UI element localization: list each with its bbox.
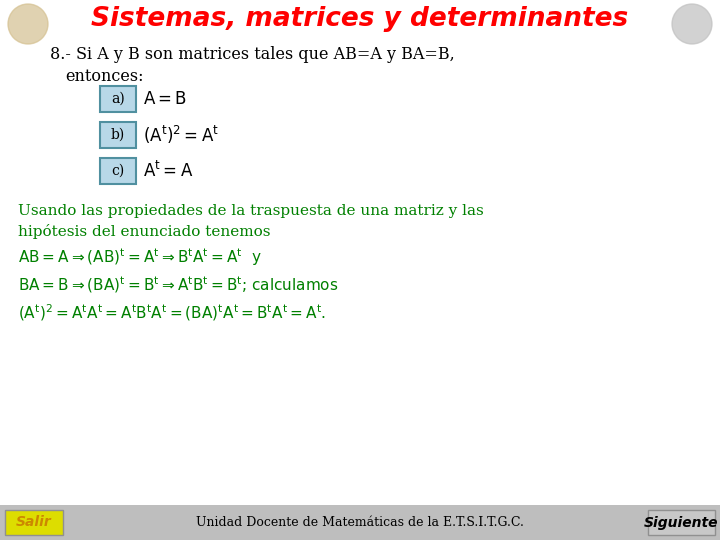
Circle shape xyxy=(8,4,48,44)
Bar xyxy=(100,122,136,148)
Bar xyxy=(100,86,136,112)
Text: b): b) xyxy=(111,128,125,142)
Text: entonces:: entonces: xyxy=(65,68,143,85)
Bar xyxy=(0,505,720,540)
Text: a): a) xyxy=(111,92,125,106)
Text: c): c) xyxy=(112,164,125,178)
Text: $\mathrm{(A^t)^2 = A^t}$: $\mathrm{(A^t)^2 = A^t}$ xyxy=(143,124,219,146)
Bar xyxy=(5,510,63,535)
Text: Usando las propiedades de la traspuesta de una matriz y las: Usando las propiedades de la traspuesta … xyxy=(18,204,484,218)
Text: 8.- Si A y B son matrices tales que AB=A y BA=B,: 8.- Si A y B son matrices tales que AB=A… xyxy=(50,46,455,63)
Text: $\mathrm{A^t = A}$: $\mathrm{A^t = A}$ xyxy=(143,161,193,181)
Text: Unidad Docente de Matemáticas de la E.T.S.I.T.G.C.: Unidad Docente de Matemáticas de la E.T.… xyxy=(196,516,524,529)
Text: $\mathrm{(A^t)^2 = A^t A^t = A^t B^t A^t = (BA)^t A^t = B^t A^t = A^t.}$: $\mathrm{(A^t)^2 = A^t A^t = A^t B^t A^t… xyxy=(18,302,326,323)
Bar xyxy=(100,158,136,184)
Bar xyxy=(0,0,720,40)
Text: $\mathrm{A=B}$: $\mathrm{A=B}$ xyxy=(143,90,187,108)
Text: hipótesis del enunciado tenemos: hipótesis del enunciado tenemos xyxy=(18,224,271,239)
Text: $\mathrm{AB = A \Rightarrow (AB)^t = A^t \Rightarrow B^t A^t = A^t}$  y: $\mathrm{AB = A \Rightarrow (AB)^t = A^t… xyxy=(18,246,262,268)
Circle shape xyxy=(672,4,712,44)
Bar xyxy=(648,510,715,535)
Text: $\mathrm{BA = B \Rightarrow (BA)^t = B^t \Rightarrow A^t B^t = B^t}$; calculamos: $\mathrm{BA = B \Rightarrow (BA)^t = B^t… xyxy=(18,274,338,295)
Text: Salir: Salir xyxy=(16,516,52,530)
Text: Siguiente: Siguiente xyxy=(644,516,719,530)
Text: Sistemas, matrices y determinantes: Sistemas, matrices y determinantes xyxy=(91,6,629,32)
